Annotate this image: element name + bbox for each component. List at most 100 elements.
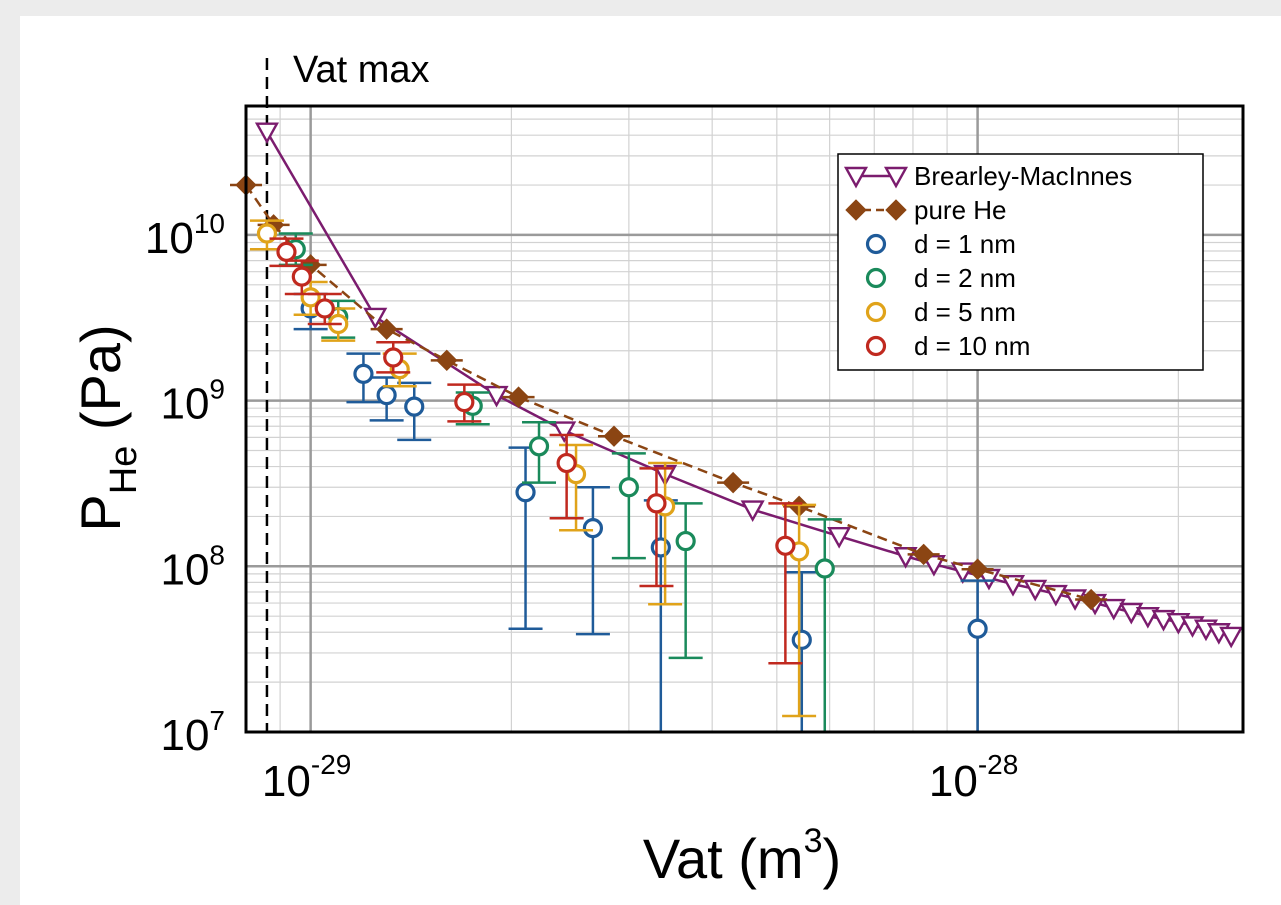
- legend-label: d = 1 nm: [914, 229, 1016, 259]
- data-point: [556, 452, 577, 474]
- data-point: [646, 493, 667, 514]
- y-axis-label: PHe (Pa): [69, 324, 145, 531]
- data-point: [314, 298, 335, 319]
- plot-series: [230, 122, 1244, 732]
- data-point: [1080, 588, 1102, 611]
- data-point: [515, 482, 536, 503]
- data-point: [1043, 584, 1068, 607]
- data-point: [921, 554, 946, 577]
- y-tick-exponent: 9: [209, 374, 225, 405]
- x-tick-base: 10: [929, 757, 978, 806]
- data-point: [276, 241, 297, 262]
- legend-entry: Brearley-MacInnes: [843, 161, 1132, 191]
- x-axis-label-text: Vat (m3): [643, 822, 841, 890]
- legend-label: d = 5 nm: [914, 297, 1016, 327]
- data-point: [582, 518, 604, 539]
- legend-label: Brearley-MacInnes: [914, 161, 1132, 191]
- data-point: [893, 547, 918, 569]
- grid-minor: [245, 105, 1243, 732]
- legend-entry: d = 2 nm: [865, 263, 1016, 293]
- data-point: [827, 526, 852, 549]
- legend-entry: d = 5 nm: [865, 297, 1016, 327]
- data-point: [967, 618, 988, 639]
- series-pure-he: [230, 174, 1108, 611]
- data-point: [404, 396, 425, 417]
- legend-marker: [865, 301, 887, 323]
- y-tick-label: 107: [160, 705, 225, 760]
- data-point: [507, 386, 530, 408]
- plot-frame: [244, 104, 1245, 734]
- data-point: [1135, 606, 1160, 629]
- legend-marker: [843, 166, 869, 189]
- data-point: [1119, 602, 1144, 625]
- data-point: [454, 391, 475, 413]
- x-tick-exponent: -28: [978, 749, 1018, 780]
- data-point: [814, 558, 835, 579]
- x-tick-base: 10: [262, 757, 311, 806]
- y-tick-base: 10: [160, 711, 209, 760]
- series-d-10-nm: [269, 237, 803, 665]
- x-label-close: ): [823, 827, 842, 890]
- data-point: [552, 421, 577, 443]
- y-tick-exponent: 8: [209, 539, 225, 570]
- data-point: [353, 363, 374, 384]
- vat-max-label: Vat max: [293, 49, 430, 91]
- legend-marker: [865, 335, 887, 357]
- y-tick-label: 1010: [145, 208, 225, 263]
- data-point: [1219, 626, 1244, 649]
- y-tick-base: 10: [160, 380, 209, 429]
- legend-label: d = 10 nm: [914, 331, 1030, 361]
- y-tick-base: 10: [160, 545, 209, 594]
- data-point: [1023, 579, 1048, 602]
- y-tick-label: 108: [160, 539, 225, 594]
- data-point: [291, 266, 312, 287]
- y-tick-label: 109: [160, 374, 225, 429]
- legend-entry: d = 10 nm: [865, 331, 1030, 361]
- legend-entry: d = 1 nm: [865, 229, 1016, 259]
- data-point: [912, 543, 935, 566]
- data-point: [740, 500, 765, 523]
- legend-marker: [845, 199, 867, 221]
- x-tick-label: 10-29: [262, 749, 351, 806]
- data-point: [675, 530, 696, 552]
- y-tick-base: 10: [145, 214, 194, 263]
- series-d-2-nm: [278, 232, 842, 732]
- data-point: [1101, 598, 1126, 621]
- legend-box: [837, 153, 1204, 371]
- legend-marker: [865, 233, 887, 255]
- data-point: [383, 347, 404, 368]
- y-tick-exponent: 7: [209, 705, 225, 736]
- y-axis-label-text: PHe (Pa): [69, 324, 145, 531]
- data-point: [775, 535, 796, 556]
- x-axis-label: Vat (m3): [643, 822, 841, 890]
- y-tick-exponent: 10: [194, 208, 225, 239]
- legend-label: pure He: [914, 195, 1007, 225]
- data-point: [966, 558, 989, 580]
- data-point: [650, 537, 671, 558]
- legend-marker: [865, 267, 887, 289]
- y-label-unit: (Pa): [69, 324, 132, 445]
- data-point: [791, 629, 812, 650]
- x-tick-exponent: -29: [311, 749, 351, 780]
- figure-panel: Vat max 107 108 109 1010 10-29 10-28 PHe (Pa…: [20, 16, 1281, 905]
- y-label-sub: He: [103, 446, 145, 495]
- data-point: [376, 384, 397, 406]
- y-label-main: P: [69, 494, 132, 531]
- data-point: [603, 425, 625, 447]
- legend-entry: pure He: [845, 195, 1007, 225]
- data-point: [375, 318, 398, 340]
- data-point: [363, 307, 388, 330]
- legend-marker: [885, 199, 907, 221]
- x-tick-label: 10-28: [929, 749, 1018, 806]
- legend: Brearley-MacInnes pure He d = 1 nm d = 2 nm…: [837, 153, 1204, 371]
- data-point: [618, 477, 639, 498]
- data-point: [722, 471, 744, 494]
- series-line: [244, 184, 1092, 601]
- x-axis-ticks: 10-29 10-28: [262, 749, 1018, 806]
- data-point: [436, 349, 458, 372]
- x-label-sup: 3: [804, 822, 823, 860]
- legend-label: d = 2 nm: [914, 263, 1016, 293]
- vat-max-marker: Vat max: [265, 49, 430, 732]
